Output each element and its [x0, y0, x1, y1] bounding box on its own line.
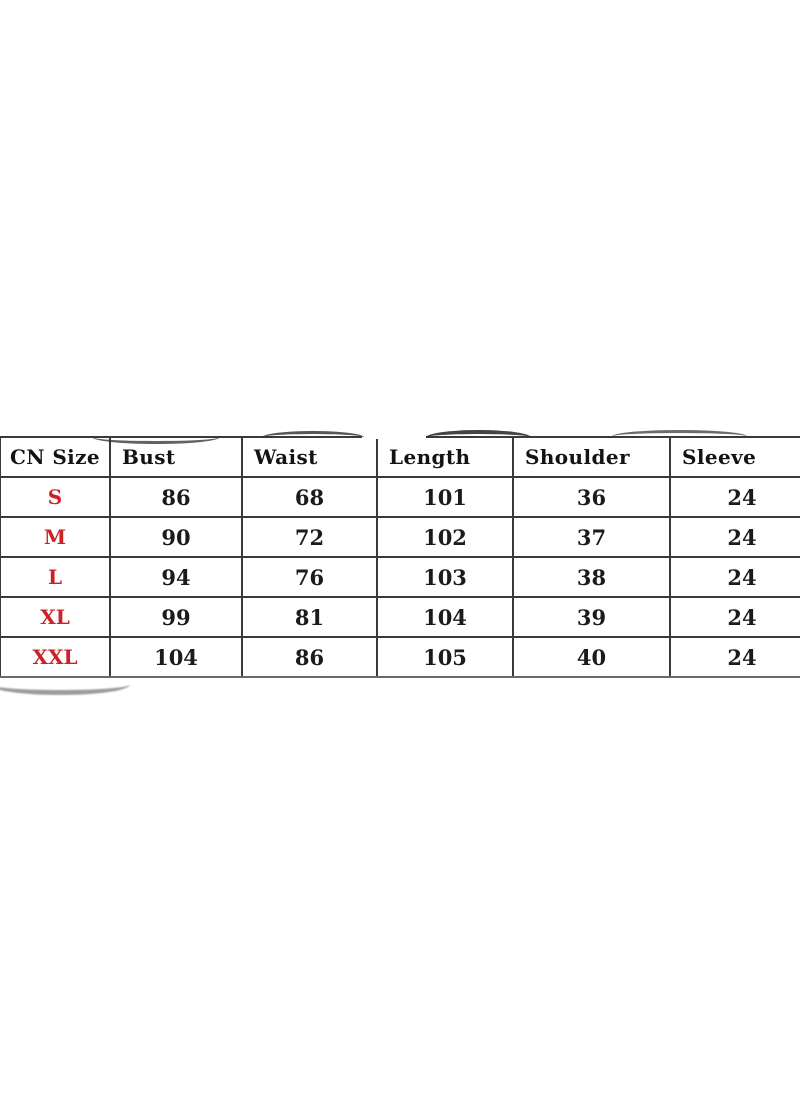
cell-sleeve: 24 [669, 636, 800, 678]
column-header-shoulder: Shoulder [512, 436, 671, 478]
column-header-length: Length [376, 436, 514, 478]
table-row-s: S 86 68 101 36 24 [0, 476, 800, 518]
table-row-m: M 90 72 102 37 24 [0, 516, 800, 558]
cell-length: 102 [376, 516, 514, 558]
size-label: M [0, 516, 111, 558]
cell-waist: 86 [241, 636, 378, 678]
cell-bust: 94 [109, 556, 243, 598]
size-chart-table: CN Size Bust Waist Length Shoulder Sleev… [0, 436, 800, 678]
cell-bust: 86 [109, 476, 243, 518]
table-header-row: CN Size Bust Waist Length Shoulder Sleev… [0, 436, 800, 478]
cell-shoulder: 36 [512, 476, 671, 518]
cell-waist: 81 [241, 596, 378, 638]
cell-length: 104 [376, 596, 514, 638]
table-row-xxl: XXL 104 86 105 40 24 [0, 636, 800, 678]
size-label: XXL [0, 636, 111, 678]
cell-length: 101 [376, 476, 514, 518]
cell-bust: 99 [109, 596, 243, 638]
cell-waist: 76 [241, 556, 378, 598]
cell-sleeve: 24 [669, 476, 800, 518]
table-row-xl: XL 99 81 104 39 24 [0, 596, 800, 638]
cell-bust: 90 [109, 516, 243, 558]
column-header-cn-size: CN Size [0, 436, 111, 478]
cell-sleeve: 24 [669, 596, 800, 638]
size-label: S [0, 476, 111, 518]
cell-length: 103 [376, 556, 514, 598]
column-header-bust: Bust [109, 436, 243, 478]
size-label: L [0, 556, 111, 598]
size-label: XL [0, 596, 111, 638]
column-header-waist: Waist [241, 436, 378, 478]
cell-sleeve: 24 [669, 556, 800, 598]
cell-waist: 72 [241, 516, 378, 558]
column-header-sleeve: Sleeve [669, 436, 800, 478]
cell-shoulder: 38 [512, 556, 671, 598]
cell-waist: 68 [241, 476, 378, 518]
table-row-l: L 94 76 103 38 24 [0, 556, 800, 598]
cell-length: 105 [376, 636, 514, 678]
cell-bust: 104 [109, 636, 243, 678]
cell-sleeve: 24 [669, 516, 800, 558]
cell-shoulder: 37 [512, 516, 671, 558]
cell-shoulder: 39 [512, 596, 671, 638]
cell-shoulder: 40 [512, 636, 671, 678]
